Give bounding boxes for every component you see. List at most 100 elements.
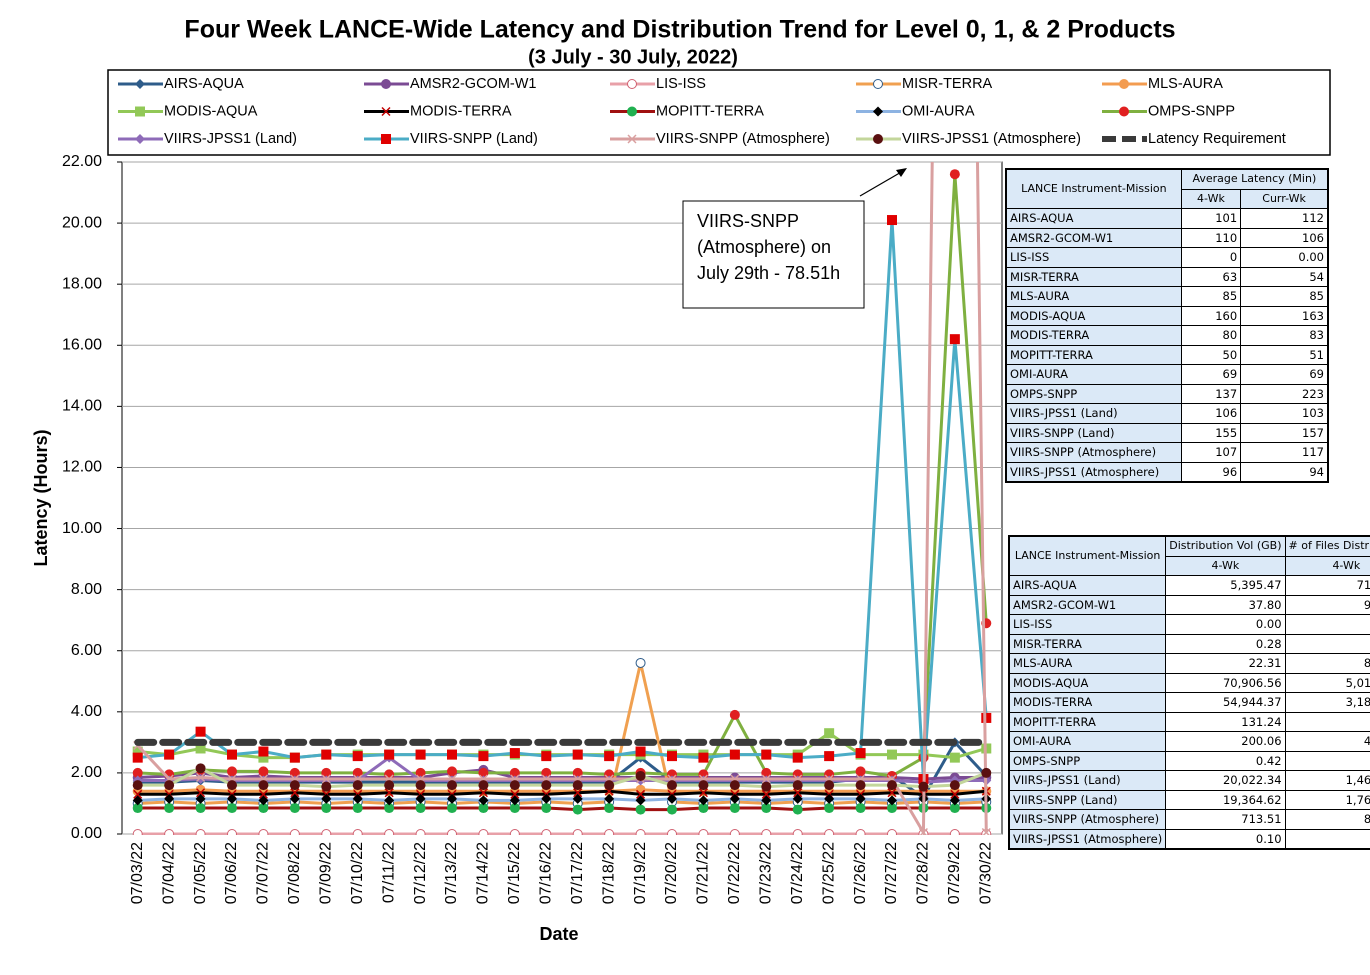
marker [949,795,960,806]
marker [887,749,897,760]
marker [447,780,457,791]
table-cell: 45,661 [1284,731,1370,752]
table-row: LANCE Instrument-Mission Distribution Vol… [1008,535,1370,576]
marker [949,803,960,814]
table-cell: 117 [1240,442,1329,463]
table-cell: 22.31 [1165,653,1286,674]
marker [352,829,363,835]
marker [258,780,269,791]
marker [133,789,143,799]
table-cell: 96 [1180,461,1242,483]
marker [415,749,426,760]
legend-label: OMPS-SNPP [1148,103,1235,119]
marker [132,795,143,806]
table-cell: 1,465,506 [1284,770,1370,791]
table-cell: OMI-AURA [1005,364,1182,385]
marker [761,789,771,799]
marker [196,772,206,783]
x-tick-label: 07/12/22 [412,842,429,904]
table-cell: 155 [1180,422,1242,443]
marker [698,795,709,806]
marker [164,793,175,804]
table-cell: LIS-ISS [1005,247,1182,268]
series-layer [132,162,992,835]
table-cell: # of Files Distributed [1284,535,1370,557]
marker [135,79,145,89]
marker [981,827,991,835]
marker [447,829,457,835]
series-line [137,662,987,805]
table-cell: OMPS-SNPP [1008,750,1167,771]
marker [258,803,269,814]
x-tick-label: 07/23/22 [758,842,775,904]
legend-label: AMSR2-GCOM-W1 [410,76,536,92]
series-line [137,219,988,780]
marker [949,334,960,345]
table-row: 4-Wk Curr-Wk [1006,188,1329,209]
table-cell: 106 [1180,403,1242,424]
table-cell: 106 [1240,227,1329,248]
table-cell: 69 [1180,364,1242,385]
table-cell: AMSR2-GCOM-W1 [1005,227,1182,248]
table-row: LANCE Instrument-Mission Average Latency … [1005,168,1329,209]
table-cell: 163 [1240,305,1329,326]
legend-label: VIIRS-JPSS1 (Atmosphere) [902,131,1081,147]
marker [352,780,363,791]
table-cell: MODIS-AQUA [1008,672,1167,693]
table-cell: MLS-AURA [1008,653,1167,674]
latency-table: LANCE Instrument-Mission Average Latency … [1005,168,1329,483]
marker [855,766,866,777]
marker [381,134,391,144]
table-cell: 85 [1180,286,1242,307]
table-cell: 4-Wk [1180,188,1242,209]
y-axis-label: Latency (Hours) [31,429,51,566]
marker [509,780,520,791]
legend-label: VIIRS-SNPP (Land) [410,131,538,147]
y-tick-label: 12.00 [62,459,102,476]
marker [729,749,740,760]
marker [195,743,206,754]
marker [761,803,772,814]
marker [667,780,677,791]
table-cell: 3,182,700 [1284,692,1370,713]
marker [761,774,771,784]
marker [164,803,175,814]
table-cell: Distribution Vol (GB) [1165,535,1286,557]
marker [627,106,637,117]
table-row: AMSR2-GCOM-W1 110 106 [1005,227,1329,248]
marker [698,829,709,835]
marker [887,803,897,814]
marker [164,780,175,791]
marker [509,795,520,806]
table-cell: Average Latency (Min) [1180,168,1329,190]
marker [572,780,583,791]
marker [792,793,803,804]
marker [195,803,206,814]
x-tick-label: 07/10/22 [349,842,366,904]
table-cell: 58 [1284,750,1370,771]
table-cell: 131.24 [1165,711,1286,732]
marker [478,829,489,835]
marker [227,793,237,804]
marker [635,770,646,781]
legend-label: MOPITT-TERRA [656,103,764,119]
marker [572,793,583,804]
marker [384,780,395,791]
legend-label: MODIS-TERRA [410,103,512,119]
marker [873,106,883,117]
marker [195,763,206,774]
marker [572,767,583,778]
marker [761,795,772,806]
x-tick-label: 07/13/22 [443,842,460,904]
table-cell: MOPITT-TERRA [1005,344,1182,365]
marker [635,795,646,806]
annotation-arrow [859,170,904,197]
legend: AIRS-AQUA AMSR2-GCOM-W1 LIS-ISS MISR-TERRA M… [118,76,1286,147]
table-cell: 85 [1240,286,1329,307]
marker [855,803,866,814]
table-cell: 63 [1180,266,1242,287]
